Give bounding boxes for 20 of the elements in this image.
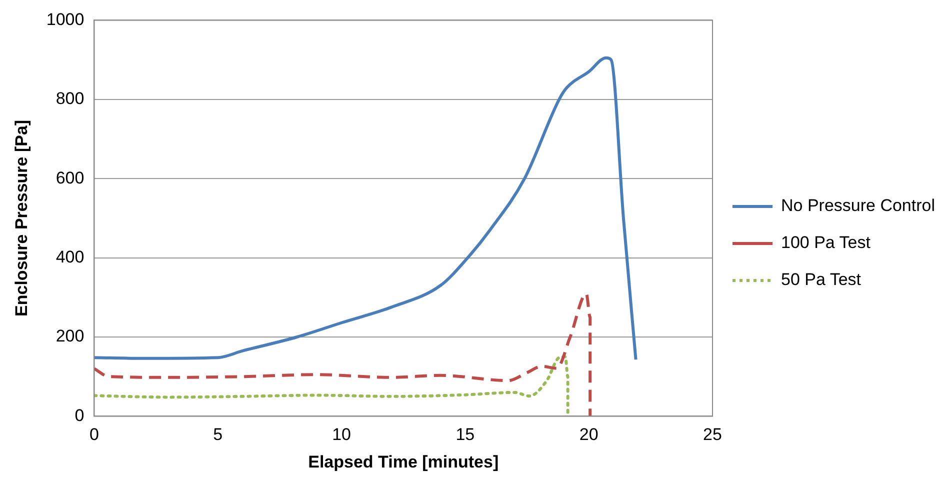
x-tick-label: 20 (579, 425, 598, 444)
line-series (94, 355, 570, 416)
legend-label: 50 Pa Test (780, 270, 862, 290)
x-axis-title: Elapsed Time [minutes] (308, 452, 499, 472)
y-axis-title: Enclosure Pressure [Pa] (12, 120, 31, 316)
x-tick-label: 5 (213, 425, 223, 444)
line-series (94, 56, 638, 362)
x-tick-label: 15 (456, 425, 475, 444)
x-tick-label: 10 (332, 425, 351, 444)
y-tick-label: 1000 (46, 10, 84, 29)
y-tick-label: 200 (56, 326, 84, 346)
y-tick-label: 0 (74, 406, 84, 425)
y-tick-label: 800 (56, 89, 84, 108)
line-series (94, 292, 592, 416)
y-tick-label: 600 (56, 168, 84, 188)
legend-label: 100 Pa Test (780, 233, 871, 252)
y-tick-label: 400 (56, 247, 84, 266)
x-tick-label: 25 (703, 425, 722, 444)
x-tick-label: 0 (89, 425, 99, 444)
legend-label: No Pressure Control (780, 196, 936, 216)
